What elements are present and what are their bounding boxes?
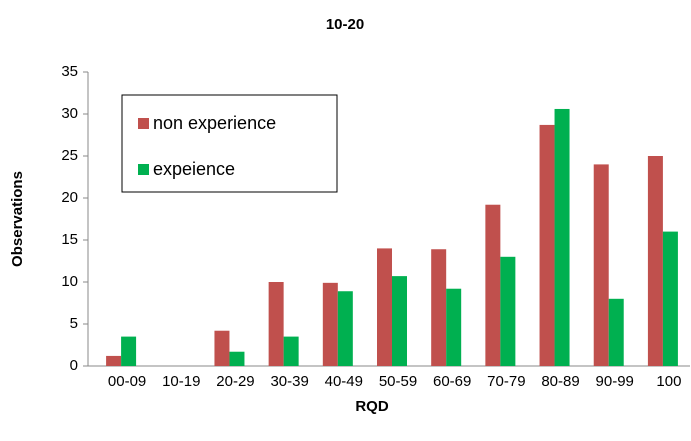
bar bbox=[446, 288, 462, 366]
bar bbox=[121, 336, 137, 366]
bar bbox=[229, 351, 245, 366]
y-tick-label: 35 bbox=[61, 63, 78, 80]
bar bbox=[106, 355, 122, 366]
legend-swatch bbox=[138, 118, 149, 129]
x-tick-label: 30-39 bbox=[270, 373, 308, 390]
x-tick-label: 10-19 bbox=[162, 373, 200, 390]
y-tick-label: 15 bbox=[61, 231, 78, 248]
bar bbox=[392, 276, 407, 366]
y-tick-label: 5 bbox=[70, 315, 78, 332]
bar bbox=[337, 291, 353, 366]
x-tick-label: 90-99 bbox=[596, 373, 634, 390]
bar bbox=[322, 282, 338, 366]
legend-label: expeience bbox=[153, 159, 235, 179]
legend-box bbox=[121, 94, 338, 193]
y-axis-label: Observations bbox=[9, 171, 26, 267]
x-tick-label: 100 bbox=[656, 373, 681, 390]
x-tick-label: 60-69 bbox=[433, 373, 471, 390]
chart-title: 10-20 bbox=[326, 16, 364, 33]
bar bbox=[647, 156, 663, 366]
bar bbox=[500, 256, 516, 366]
legend-swatch bbox=[138, 164, 149, 175]
y-tick-label: 20 bbox=[61, 189, 78, 206]
bar bbox=[554, 108, 570, 367]
legend-label: non experience bbox=[153, 113, 276, 133]
bar bbox=[539, 124, 555, 366]
bar bbox=[608, 298, 624, 366]
x-tick-label: 40-49 bbox=[325, 373, 363, 390]
y-tick-label: 10 bbox=[61, 273, 78, 290]
x-tick-label: 00-09 bbox=[108, 373, 146, 390]
bar bbox=[431, 249, 447, 366]
x-tick-label: 80-89 bbox=[541, 373, 579, 390]
y-tick-label: 30 bbox=[61, 105, 78, 122]
bar bbox=[485, 204, 501, 366]
y-tick-label: 0 bbox=[70, 357, 78, 374]
x-tick-label: 20-29 bbox=[216, 373, 254, 390]
x-tick-label: 50-59 bbox=[379, 373, 417, 390]
bar bbox=[214, 330, 230, 366]
bar bbox=[268, 282, 284, 366]
bar bbox=[377, 248, 392, 366]
bar bbox=[662, 231, 678, 366]
bar bbox=[593, 164, 609, 366]
bar bbox=[283, 336, 299, 366]
x-axis-label: RQD bbox=[355, 398, 389, 415]
x-tick-label: 70-79 bbox=[487, 373, 525, 390]
y-tick-label: 25 bbox=[61, 147, 78, 164]
